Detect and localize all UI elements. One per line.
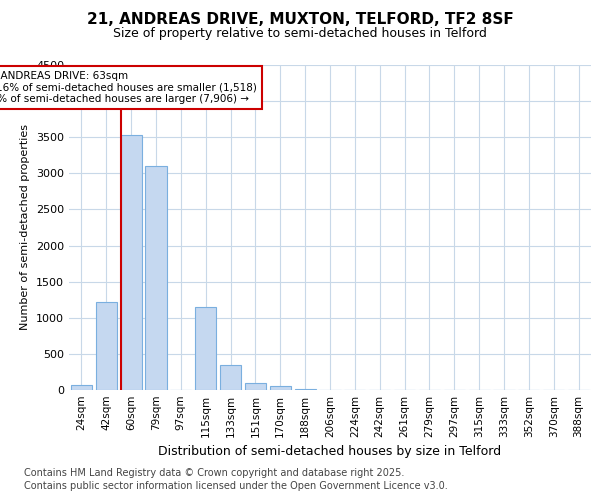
Text: Contains public sector information licensed under the Open Government Licence v3: Contains public sector information licen… — [24, 481, 448, 491]
Text: 21, ANDREAS DRIVE, MUXTON, TELFORD, TF2 8SF: 21, ANDREAS DRIVE, MUXTON, TELFORD, TF2 … — [86, 12, 514, 28]
Bar — [96, 302, 117, 390]
Bar — [121, 136, 142, 390]
Bar — [270, 386, 291, 390]
Text: 21 ANDREAS DRIVE: 63sqm
← 16% of semi-detached houses are smaller (1,518)
83% of: 21 ANDREAS DRIVE: 63sqm ← 16% of semi-de… — [0, 71, 257, 104]
Bar — [245, 383, 266, 390]
Bar — [220, 366, 241, 390]
X-axis label: Distribution of semi-detached houses by size in Telford: Distribution of semi-detached houses by … — [158, 446, 502, 458]
Bar — [71, 384, 92, 390]
Bar — [295, 389, 316, 390]
Bar — [195, 307, 216, 390]
Text: Contains HM Land Registry data © Crown copyright and database right 2025.: Contains HM Land Registry data © Crown c… — [24, 468, 404, 477]
Bar — [145, 166, 167, 390]
Text: Size of property relative to semi-detached houses in Telford: Size of property relative to semi-detach… — [113, 28, 487, 40]
Y-axis label: Number of semi-detached properties: Number of semi-detached properties — [20, 124, 31, 330]
